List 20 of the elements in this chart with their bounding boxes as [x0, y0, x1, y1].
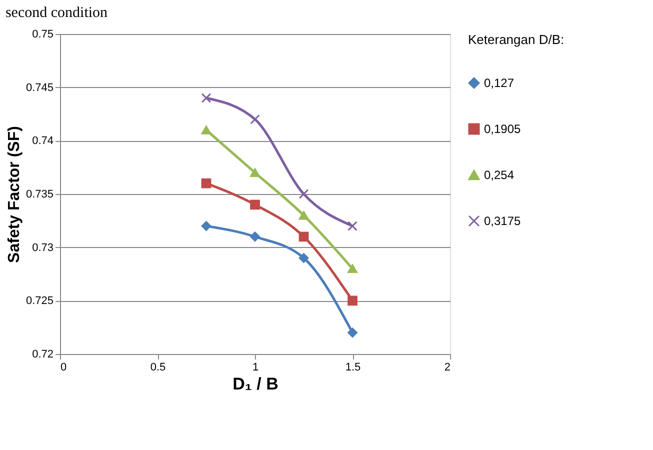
- y-axis-title: Safety Factor (SF): [6, 126, 23, 263]
- legend-label: 0,1905: [484, 122, 522, 136]
- y-tick-label: 0.725: [26, 295, 54, 308]
- x-tick-label: 1: [252, 362, 259, 374]
- x-tick-label: 0: [60, 362, 67, 374]
- y-tick-label: 0.745: [26, 82, 54, 94]
- chart-title: second condition: [5, 5, 108, 21]
- x-tick-label: 2: [444, 362, 450, 374]
- y-tick-label: 0.75: [32, 28, 54, 40]
- y-tick-label: 0.74: [32, 135, 54, 148]
- y-tick-label: 0.72: [32, 348, 54, 360]
- legend-label: 0,254: [484, 168, 514, 182]
- x-tick-label: 0.5: [150, 362, 166, 374]
- legend-label: 0,127: [484, 76, 514, 90]
- x-axis-title: D₁ / B: [232, 374, 278, 394]
- x-tick-label: 1.5: [345, 362, 361, 374]
- y-tick-label: 0.735: [26, 188, 54, 200]
- legend-label: 0,3175: [484, 214, 522, 228]
- legend-title: Keterangan D/B:: [468, 32, 564, 47]
- y-tick-label: 0.73: [32, 242, 54, 254]
